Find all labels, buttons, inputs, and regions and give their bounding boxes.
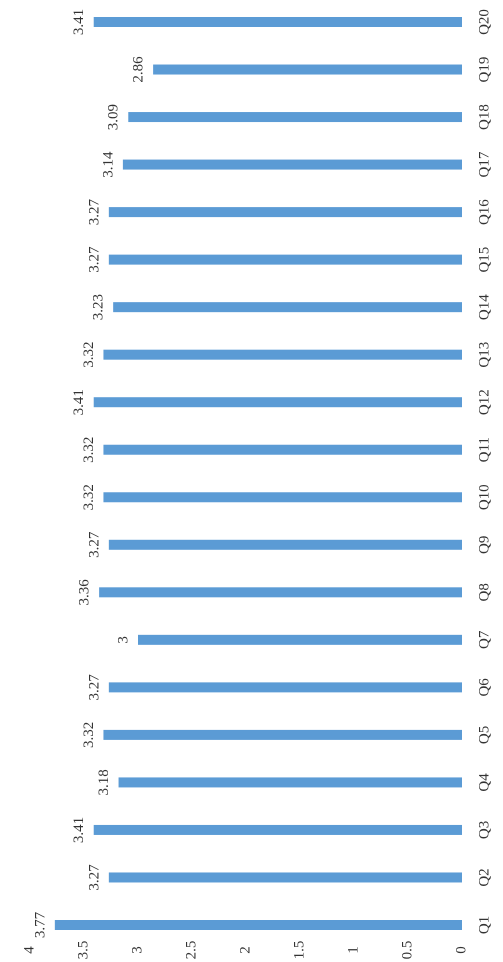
x-tick-label: Q11: [476, 437, 492, 462]
x-tick-label: Q6: [476, 678, 492, 697]
bar: [138, 634, 462, 645]
y-tick-label: 2: [237, 946, 253, 954]
x-tick-label: Q14: [476, 294, 492, 320]
x-tick-label: Q13: [476, 342, 492, 368]
data-label: 3.18: [96, 769, 112, 795]
bar: [93, 824, 462, 835]
data-label: 3: [115, 636, 131, 644]
data-label: 3.36: [77, 579, 93, 606]
bar: [118, 777, 462, 788]
data-label: 3.09: [106, 104, 122, 130]
x-tick-label: Q4: [476, 773, 492, 792]
data-label: 3.27: [86, 198, 102, 225]
bar: [93, 397, 462, 408]
bar: [113, 302, 462, 313]
bar: [108, 872, 462, 883]
bar: [108, 254, 462, 265]
data-label: 3.41: [71, 817, 87, 843]
y-tick-label: 1: [345, 946, 361, 954]
x-tick-label: Q20: [476, 9, 492, 35]
x-tick-label: Q19: [476, 57, 492, 83]
bar: [103, 729, 462, 740]
data-label: 2.86: [131, 56, 147, 83]
x-tick-label: Q8: [476, 583, 492, 601]
y-tick-label: 3: [129, 946, 145, 954]
x-tick-label: Q7: [476, 630, 492, 649]
data-label: 3.77: [32, 911, 48, 938]
x-tick-label: Q15: [476, 247, 492, 273]
data-label: 3.32: [81, 722, 97, 748]
x-tick-label: Q3: [476, 821, 492, 839]
data-label: 3.41: [71, 9, 87, 35]
bar: [108, 682, 462, 693]
y-tick-label: 3.5: [75, 941, 91, 960]
y-tick-label: 1.5: [291, 941, 307, 960]
data-label: 3.23: [91, 294, 107, 320]
bar: [128, 112, 462, 123]
x-tick-label: Q2: [476, 868, 492, 886]
data-label: 3.27: [86, 246, 102, 273]
data-label: 3.32: [81, 342, 97, 368]
data-label: 3.14: [100, 151, 116, 178]
bar: [103, 349, 462, 360]
data-label: 3.27: [86, 864, 102, 891]
bar: [108, 539, 462, 550]
x-tick-label: Q17: [476, 151, 492, 177]
x-tick-label: Q12: [476, 389, 492, 415]
x-tick-label: Q16: [476, 199, 492, 225]
x-tick-label: Q1: [476, 916, 492, 934]
bar: [103, 492, 462, 503]
y-tick-label: 4: [21, 946, 37, 954]
data-label: 3.41: [71, 389, 87, 415]
x-tick-label: Q18: [476, 104, 492, 130]
y-tick-label: 2.5: [183, 941, 199, 960]
bar: [108, 207, 462, 218]
y-tick-label: 0.5: [399, 941, 415, 960]
data-label: 3.32: [81, 437, 97, 463]
bar: [93, 17, 462, 27]
bar: [103, 444, 462, 455]
data-label: 3.27: [86, 674, 102, 701]
data-label: 3.32: [81, 484, 97, 510]
bar: [54, 920, 463, 930]
x-tick-label: Q10: [476, 484, 492, 510]
bar: [153, 64, 462, 75]
bar: [122, 159, 462, 170]
y-tick-label: 0: [453, 946, 469, 954]
bar: [99, 587, 463, 598]
x-tick-label: Q9: [476, 536, 492, 554]
x-tick-label: Q5: [476, 726, 492, 744]
data-label: 3.27: [86, 531, 102, 558]
